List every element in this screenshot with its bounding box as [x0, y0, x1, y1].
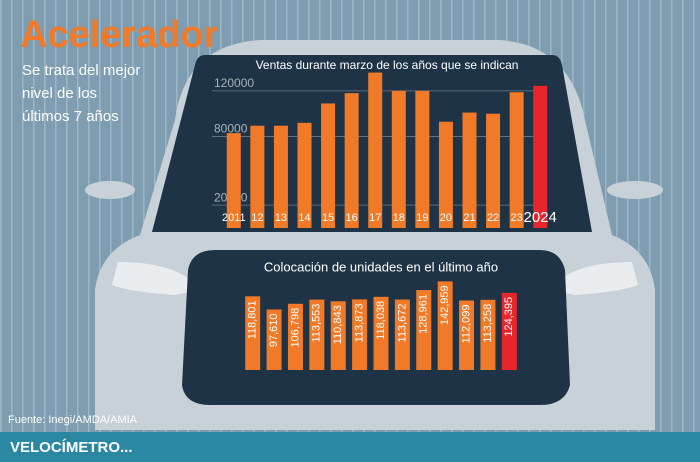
bar	[245, 296, 261, 370]
source: Fuente: Inegi/AMDA/AMIA	[8, 414, 138, 426]
value-label: 112,099	[460, 304, 472, 343]
mirror	[85, 181, 135, 199]
x-tick-label: 2024	[524, 209, 557, 226]
x-tick-label: Dic	[437, 376, 453, 388]
bar	[501, 292, 517, 370]
bar	[368, 72, 383, 228]
x-tick-label: 12	[251, 212, 263, 224]
x-tick-label: 18	[393, 212, 405, 224]
x-tick-label: 23	[511, 212, 523, 224]
subtitle: nivel de los	[22, 85, 97, 102]
x-tick-label: Mar	[243, 376, 262, 388]
value-label: 113,672	[396, 304, 408, 343]
year-label: 2024	[498, 394, 521, 405]
bar	[373, 296, 389, 370]
bar	[462, 112, 477, 228]
bar	[330, 301, 346, 370]
footer-bar	[0, 432, 700, 462]
x-tick-label: Jun	[308, 376, 326, 388]
footer: VELOCÍMETRO...	[10, 439, 133, 456]
value-label: 113,258	[482, 304, 494, 343]
bar	[394, 299, 410, 370]
chart-title: Ventas durante marzo de los años que se …	[256, 58, 519, 72]
subtitle: últimos 7 años	[22, 108, 119, 125]
bar	[509, 92, 524, 228]
value-label: 118,038	[375, 301, 387, 340]
bar	[297, 122, 312, 228]
bar	[438, 121, 453, 228]
value-label: 106,798	[289, 308, 301, 348]
value-label: 110,843	[332, 305, 344, 344]
x-tick-label: 16	[346, 212, 358, 224]
value-label: 128,961	[418, 294, 430, 334]
chart-title: Colocación de unidades en el último año	[264, 259, 498, 274]
subtitle: Se trata del mejor	[22, 62, 140, 79]
x-tick-label: 17	[369, 212, 381, 224]
x-tick-label: 13	[275, 212, 287, 224]
value-label: 142,959	[439, 285, 451, 325]
x-tick-label: 2011	[222, 212, 246, 224]
value-label: 113,873	[354, 303, 366, 342]
year-label: 2023	[360, 394, 383, 405]
bar	[273, 125, 288, 228]
bar	[309, 299, 325, 370]
bar	[459, 300, 475, 370]
bar	[344, 93, 359, 229]
bar	[486, 113, 501, 228]
y-tick-label: 120000	[214, 76, 254, 90]
bar	[321, 103, 336, 228]
headlight	[550, 262, 638, 295]
value-label: 118,801	[247, 300, 259, 339]
bar	[250, 125, 265, 228]
x-tick-label: Sep	[371, 376, 391, 388]
bar	[416, 290, 432, 370]
page-title: Acelerador	[20, 14, 219, 56]
bar	[437, 281, 453, 370]
bar	[391, 90, 406, 228]
x-tick-label: 21	[463, 212, 475, 224]
mirror	[607, 181, 663, 199]
value-label: 97,610	[268, 313, 280, 347]
bar	[480, 299, 496, 370]
headlight	[112, 262, 200, 295]
bar	[533, 85, 548, 228]
bar	[266, 309, 282, 370]
x-tick-label: Mar	[497, 373, 522, 389]
bar	[352, 299, 368, 370]
value-label: 113,553	[311, 304, 323, 343]
x-tick-label: 22	[487, 212, 499, 224]
bar	[226, 133, 241, 228]
x-tick-label: 19	[416, 212, 428, 224]
bar	[415, 90, 430, 228]
x-tick-label: 14	[298, 212, 310, 224]
x-tick-label: 20	[440, 212, 452, 224]
y-tick-label: 80000	[214, 122, 248, 136]
value-label: 124,395	[503, 297, 515, 337]
x-tick-label: 15	[322, 212, 334, 224]
bar	[287, 303, 303, 370]
